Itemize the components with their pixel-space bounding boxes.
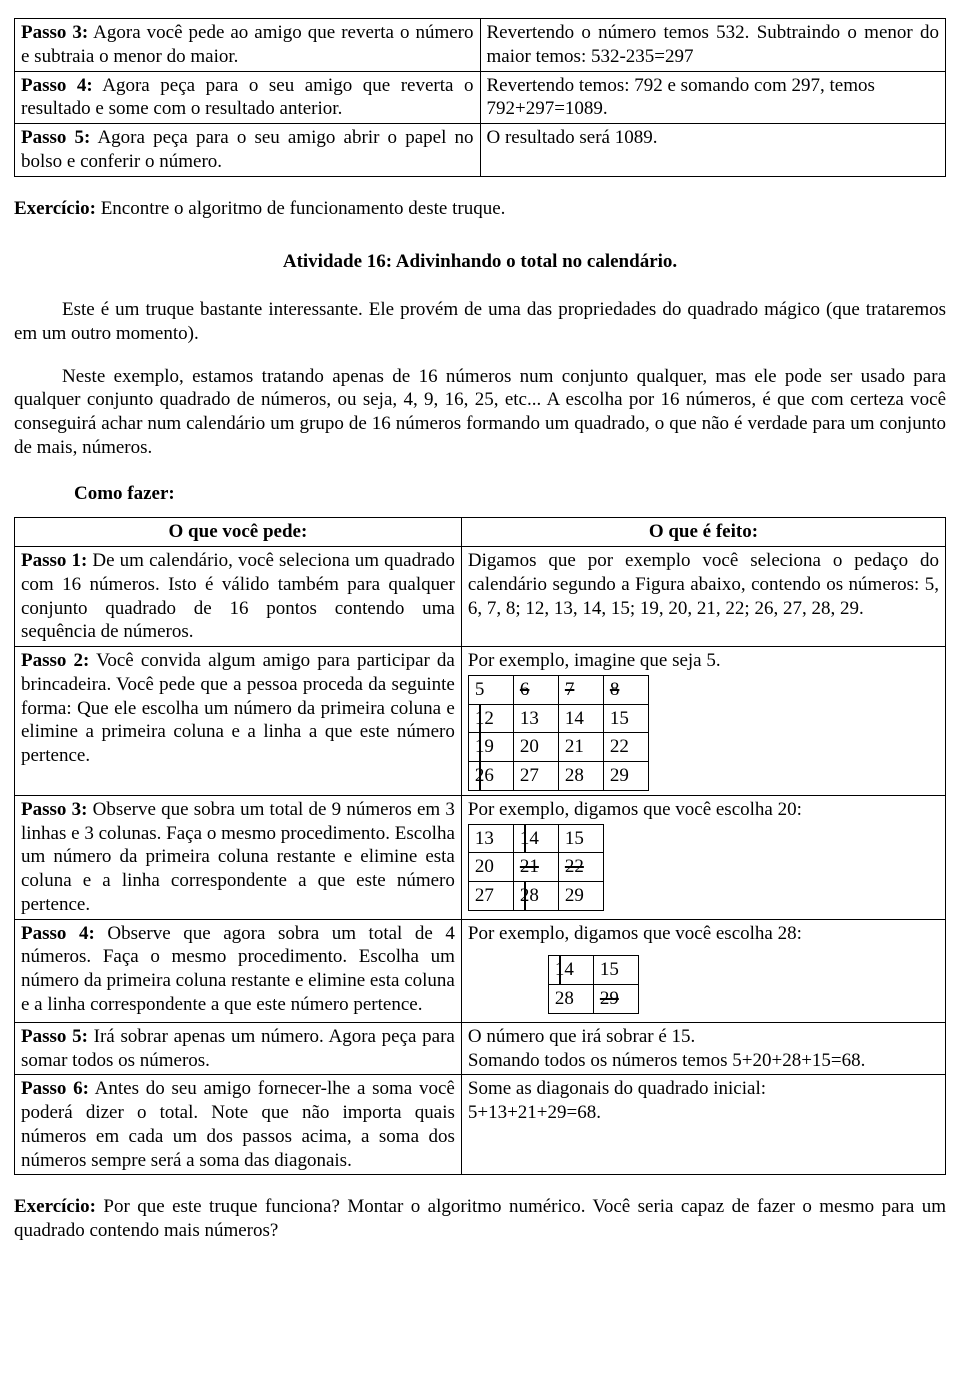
grid-cell: 21	[513, 853, 558, 882]
table-row: Passo 2: Você convida algum amigo para p…	[15, 647, 462, 796]
grid-cell: 20	[513, 733, 558, 762]
grid-intro: Por exemplo, digamos que você escolha 28…	[468, 922, 939, 946]
grid-cell: 27	[513, 762, 558, 791]
step-result: Digamos que por exemplo você seleciona o…	[461, 547, 945, 647]
exercise-1: Exercício: Encontre o algoritmo de funci…	[14, 197, 946, 221]
grid-cell: 29	[603, 762, 648, 791]
grid-intro: Por exemplo, digamos que você escolha 20…	[468, 798, 939, 822]
exercise-label: Exercício:	[14, 1196, 96, 1217]
paragraph-1: Este é um truque bastante interessante. …	[14, 298, 946, 346]
step-result: O resultado será 1089.	[480, 124, 946, 177]
step-text: Agora você pede ao amigo que reverta o n…	[21, 22, 474, 67]
como-fazer-heading: Como fazer:	[74, 482, 946, 506]
table-row: Passo 5: Irá sobrar apenas um número. Ag…	[15, 1022, 462, 1075]
grid-cell: 6	[513, 675, 558, 704]
number-grid-4x4: 5 6 7 8 12 13 14 15 19 20 21 22	[468, 675, 649, 791]
step-label: Passo 1:	[21, 550, 87, 571]
step-label: Passo 5:	[21, 1026, 88, 1047]
table-row: Passo 4: Observe que agora sobra um tota…	[15, 919, 462, 1022]
table-row: Passo 3: Agora você pede ao amigo que re…	[15, 19, 481, 72]
step-result: Some as diagonais do quadrado inicial: 5…	[461, 1075, 945, 1175]
grid-cell: 21	[558, 733, 603, 762]
step-text: De um calendário, você seleciona um quad…	[21, 550, 455, 642]
grid-cell: 28	[558, 762, 603, 791]
table-row: Passo 1: De um calendário, você selecion…	[15, 547, 462, 647]
grid-cell: 15	[593, 956, 638, 985]
grid-cell: 15	[603, 704, 648, 733]
grid-cell: 14	[513, 824, 558, 853]
step-label: Passo 6:	[21, 1078, 89, 1099]
result-line: Some as diagonais do quadrado inicial:	[468, 1077, 939, 1101]
step-label: Passo 5:	[21, 127, 90, 148]
paragraph-2: Neste exemplo, estamos tratando apenas d…	[14, 365, 946, 460]
exercise-text: Encontre o algoritmo de funcionamento de…	[96, 198, 505, 219]
activity-title: Atividade 16: Adivinhando o total no cal…	[14, 250, 946, 274]
step-text: Observe que sobra um total de 9 números …	[21, 799, 455, 915]
step-result: Por exemplo, imagine que seja 5. 5 6 7 8…	[461, 647, 945, 796]
number-grid-3x3: 13 14 15 20 21 22 27 28 29	[468, 824, 604, 911]
grid-cell: 12	[468, 704, 513, 733]
grid-cell: 13	[468, 824, 513, 853]
grid-cell: 7	[558, 675, 603, 704]
step-label: Passo 4:	[21, 75, 93, 96]
grid-cell: 28	[513, 882, 558, 911]
exercise-text: Por que este truque funciona? Montar o a…	[14, 1196, 946, 1241]
grid-cell: 14	[548, 956, 593, 985]
step-label: Passo 4:	[21, 923, 95, 944]
table-header-left: O que você pede:	[15, 518, 462, 547]
grid-cell: 29	[558, 882, 603, 911]
grid-intro: Por exemplo, imagine que seja 5.	[468, 649, 939, 673]
step-label: Passo 2:	[21, 650, 89, 671]
table-header-right: O que é feito:	[461, 518, 945, 547]
grid-cell: 19	[468, 733, 513, 762]
step-result: O número que irá sobrar é 15. Somando to…	[461, 1022, 945, 1075]
grid-cell: 5	[468, 675, 513, 704]
step-label: Passo 3:	[21, 799, 87, 820]
grid-cell: 29	[593, 985, 638, 1014]
step-result: Por exemplo, digamos que você escolha 20…	[461, 795, 945, 919]
steps-table-1: Passo 3: Agora você pede ao amigo que re…	[14, 18, 946, 177]
result-line: 5+13+21+29=68.	[468, 1101, 939, 1125]
grid-cell: 26	[468, 762, 513, 791]
grid-cell: 20	[468, 853, 513, 882]
table-row: Passo 5: Agora peça para o seu amigo abr…	[15, 124, 481, 177]
table-row: Passo 3: Observe que sobra um total de 9…	[15, 795, 462, 919]
step-label: Passo 3:	[21, 22, 88, 43]
result-line: Somando todos os números temos 5+20+28+1…	[468, 1049, 939, 1073]
step-result: Revertendo o número temos 532. Subtraind…	[480, 19, 946, 72]
exercise-label: Exercício:	[14, 198, 96, 219]
steps-table-2: O que você pede: O que é feito: Passo 1:…	[14, 517, 946, 1175]
table-row: Passo 4: Agora peça para o seu amigo que…	[15, 71, 481, 124]
grid-cell: 22	[603, 733, 648, 762]
grid-cell: 8	[603, 675, 648, 704]
exercise-2: Exercício: Por que este truque funciona?…	[14, 1195, 946, 1243]
grid-cell: 22	[558, 853, 603, 882]
number-grid-2x2: 14 15 28 29	[548, 955, 639, 1014]
step-result: Revertendo temos: 792 e somando com 297,…	[480, 71, 946, 124]
result-line: O número que irá sobrar é 15.	[468, 1025, 939, 1049]
step-result: Por exemplo, digamos que você escolha 28…	[461, 919, 945, 1022]
grid-cell: 28	[548, 985, 593, 1014]
grid-cell: 14	[558, 704, 603, 733]
grid-cell: 13	[513, 704, 558, 733]
grid-cell: 15	[558, 824, 603, 853]
grid-cell: 27	[468, 882, 513, 911]
table-row: Passo 6: Antes do seu amigo fornecer-lhe…	[15, 1075, 462, 1175]
